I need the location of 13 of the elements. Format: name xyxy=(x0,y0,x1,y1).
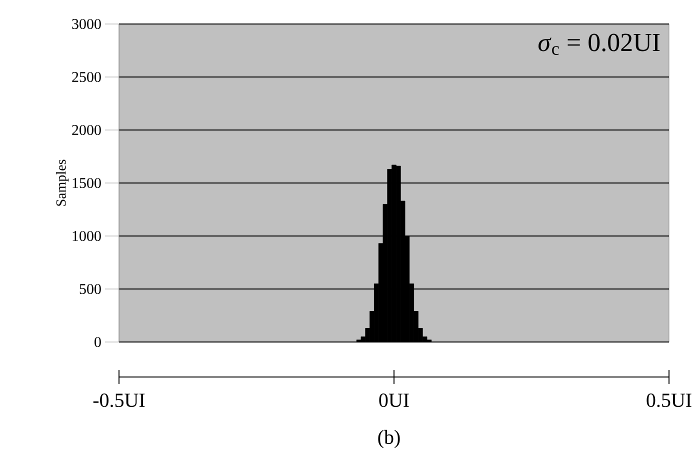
y-tick-label: 2500 xyxy=(72,72,101,82)
x-tick-label: 0.5UI xyxy=(646,394,692,408)
y-tick-label: 500 xyxy=(80,284,101,294)
annotation: σ$_{c}$ = 0.02UI xyxy=(538,34,660,55)
y-axis-title: Samples xyxy=(56,160,69,206)
y-tick-label: 1000 xyxy=(72,230,101,242)
y-tick-label: 0 xyxy=(94,336,101,348)
x-tick-label: -0.5UI xyxy=(93,394,145,408)
y-tick-label: 2000 xyxy=(72,124,101,136)
x-tick-label: 0UI xyxy=(379,394,409,408)
y-tick-label: 3000 xyxy=(72,18,101,30)
y-tick-label: 1500 xyxy=(72,178,101,188)
text: (b) xyxy=(378,430,400,448)
